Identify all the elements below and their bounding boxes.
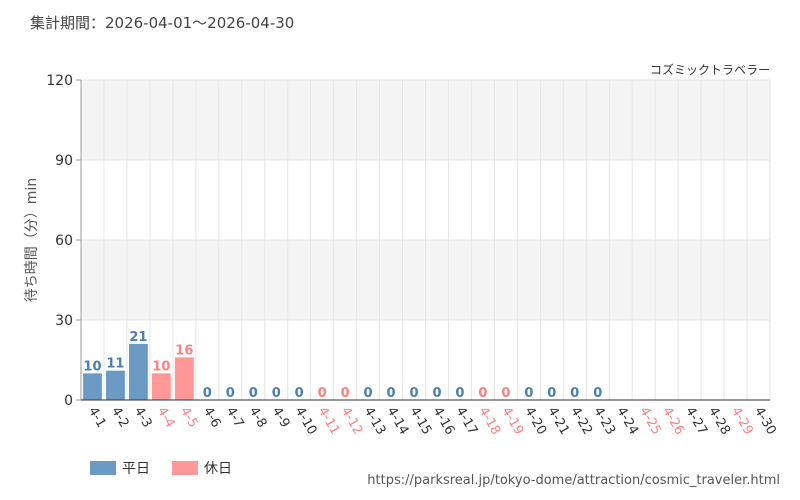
bar-value-label: 0 — [478, 386, 487, 401]
chart-horizontal-grid — [81, 79, 770, 321]
y-tick-label: 0 — [64, 393, 73, 409]
x-tick-label: 4-23 — [590, 405, 618, 438]
bar-value-label: 16 — [175, 343, 193, 358]
x-tick-label: 4-20 — [521, 405, 549, 438]
x-axis-ticks: 4-1 4-2 4-3 4-4 4-5 4-6 4-7 4-8 4-9 4-104-114-124… — [85, 405, 779, 438]
x-tick-label: 4-14 — [384, 405, 412, 438]
bar-value-label: 0 — [226, 386, 235, 401]
x-tick-label: 4-16 — [430, 405, 458, 438]
x-tick-label: 4-7 — [223, 405, 247, 431]
legend-swatch-holiday — [172, 461, 198, 475]
bar-value-label: 0 — [570, 386, 579, 401]
period-label: 集計期間：2026-04-01～2026-04-30 — [30, 14, 295, 32]
y-tick-label: 30 — [55, 313, 73, 329]
bar-value-label: 0 — [318, 386, 327, 401]
chart-bars — [83, 344, 194, 400]
y-tick-label: 90 — [55, 153, 73, 169]
x-tick-label: 4-3 — [131, 405, 155, 431]
bar-value-label: 0 — [524, 386, 533, 401]
bar-value-label: 0 — [432, 386, 441, 401]
x-tick-label: 4-2 — [108, 405, 132, 431]
chart-legend: 平日 休日 — [90, 458, 254, 478]
bar-value-label: 10 — [152, 359, 170, 374]
bar-value-label: 0 — [547, 386, 556, 401]
legend-item-holiday: 休日 — [172, 458, 232, 478]
y-axis-ticks: 0 30 60 90 120 — [46, 73, 81, 409]
legend-label-weekday: 平日 — [122, 461, 150, 477]
bar-value-label: 0 — [455, 386, 464, 401]
bar-value-label: 0 — [409, 386, 418, 401]
x-tick-label: 4-18 — [475, 405, 503, 438]
bar — [83, 373, 102, 400]
bar-value-label: 0 — [387, 386, 396, 401]
x-tick-label: 4-5 — [177, 405, 201, 431]
bar-value-label: 0 — [203, 386, 212, 401]
legend-item-weekday: 平日 — [90, 458, 150, 478]
bar-value-label: 11 — [106, 357, 124, 372]
legend-label-holiday: 休日 — [204, 461, 232, 477]
bar-value-label: 0 — [295, 386, 304, 401]
bar-value-label: 0 — [593, 386, 602, 401]
x-tick-label: 4-10 — [292, 405, 320, 438]
x-tick-label: 4-22 — [567, 405, 595, 438]
source-url: https://parksreal.jp/tokyo-dome/attracti… — [367, 473, 780, 488]
bar-value-label: 0 — [501, 386, 510, 401]
attraction-name: コズミックトラベラー — [649, 63, 770, 77]
bar-value-label: 0 — [249, 386, 258, 401]
x-tick-label: 4-17 — [452, 405, 480, 438]
bar-value-label: 0 — [341, 386, 350, 401]
bar-value-label: 10 — [83, 359, 101, 374]
x-tick-label: 4-8 — [246, 405, 270, 431]
x-tick-label: 4-25 — [636, 405, 664, 438]
x-tick-label: 4-4 — [154, 405, 178, 431]
x-tick-label: 4-11 — [315, 405, 343, 438]
y-tick-label: 60 — [55, 233, 73, 249]
x-tick-label: 4-15 — [407, 405, 435, 438]
x-tick-label: 4-29 — [728, 405, 756, 438]
x-tick-label: 4-21 — [544, 405, 572, 438]
x-tick-label: 4-30 — [751, 405, 779, 438]
x-tick-label: 4-28 — [705, 405, 733, 438]
bar — [174, 357, 194, 400]
x-tick-label: 4-13 — [361, 405, 389, 438]
bar — [106, 370, 125, 400]
x-tick-label: 4-6 — [200, 405, 224, 431]
bar — [151, 373, 171, 400]
bar-value-label: 21 — [129, 330, 147, 345]
x-tick-label: 4-26 — [659, 405, 687, 438]
bar-value-label: 0 — [364, 386, 373, 401]
legend-swatch-weekday — [90, 461, 116, 475]
x-tick-label: 4-9 — [269, 405, 293, 431]
x-tick-label: 4-1 — [85, 405, 109, 431]
y-axis-label: 待ち時間（分）min — [24, 178, 40, 302]
x-tick-label: 4-27 — [682, 405, 710, 438]
bar-value-label: 0 — [272, 386, 281, 401]
x-tick-label: 4-24 — [613, 405, 641, 438]
y-tick-label: 120 — [46, 73, 73, 89]
x-tick-label: 4-12 — [338, 405, 366, 438]
bar — [129, 344, 148, 400]
x-tick-label: 4-19 — [498, 405, 526, 438]
